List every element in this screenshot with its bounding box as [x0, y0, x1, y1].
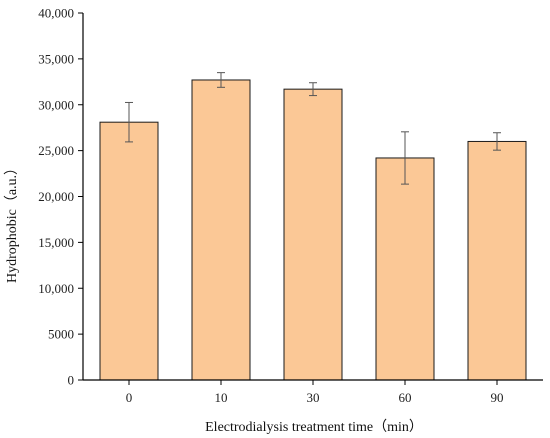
x-tick-label: 90 — [491, 390, 504, 405]
tick-labels-layer: 0 5000 10,000 15,000 20,000 25,000 30,000 35,00… — [38, 6, 503, 406]
x-axis-title: Electrodialysis treatment time（min） — [205, 419, 423, 435]
bar-0 — [99, 121, 159, 381]
error-bar-0 — [125, 101, 133, 143]
bar-90 — [467, 140, 527, 381]
y-tick-label: 0 — [68, 373, 75, 388]
error-bar-90 — [493, 132, 501, 151]
bar-30 — [283, 88, 343, 381]
x-tick-label: 0 — [126, 390, 133, 405]
y-tick-label: 10,000 — [38, 281, 74, 296]
x-tick-label: 30 — [307, 390, 320, 405]
y-tick-label: 5000 — [48, 327, 74, 342]
y-tick-label: 25,000 — [38, 143, 74, 158]
y-tick-label: 30,000 — [38, 97, 74, 112]
error-bar-60 — [401, 131, 409, 185]
error-bars-layer — [125, 72, 501, 185]
y-tick-label: 35,000 — [38, 51, 74, 66]
x-tick-label: 10 — [215, 390, 228, 405]
bars-layer — [99, 79, 527, 381]
bar-10 — [191, 79, 251, 381]
y-axis-title: Hydrophobic（a.u.） — [4, 161, 20, 283]
y-tick-label: 40,000 — [38, 6, 74, 21]
error-bar-10 — [217, 72, 225, 88]
y-tick-label: 15,000 — [38, 235, 74, 250]
y-tick-label: 20,000 — [38, 189, 74, 204]
bar-60 — [375, 157, 435, 381]
axes-layer — [78, 12, 543, 385]
error-bar-30 — [309, 82, 317, 97]
x-tick-label: 60 — [399, 390, 412, 405]
